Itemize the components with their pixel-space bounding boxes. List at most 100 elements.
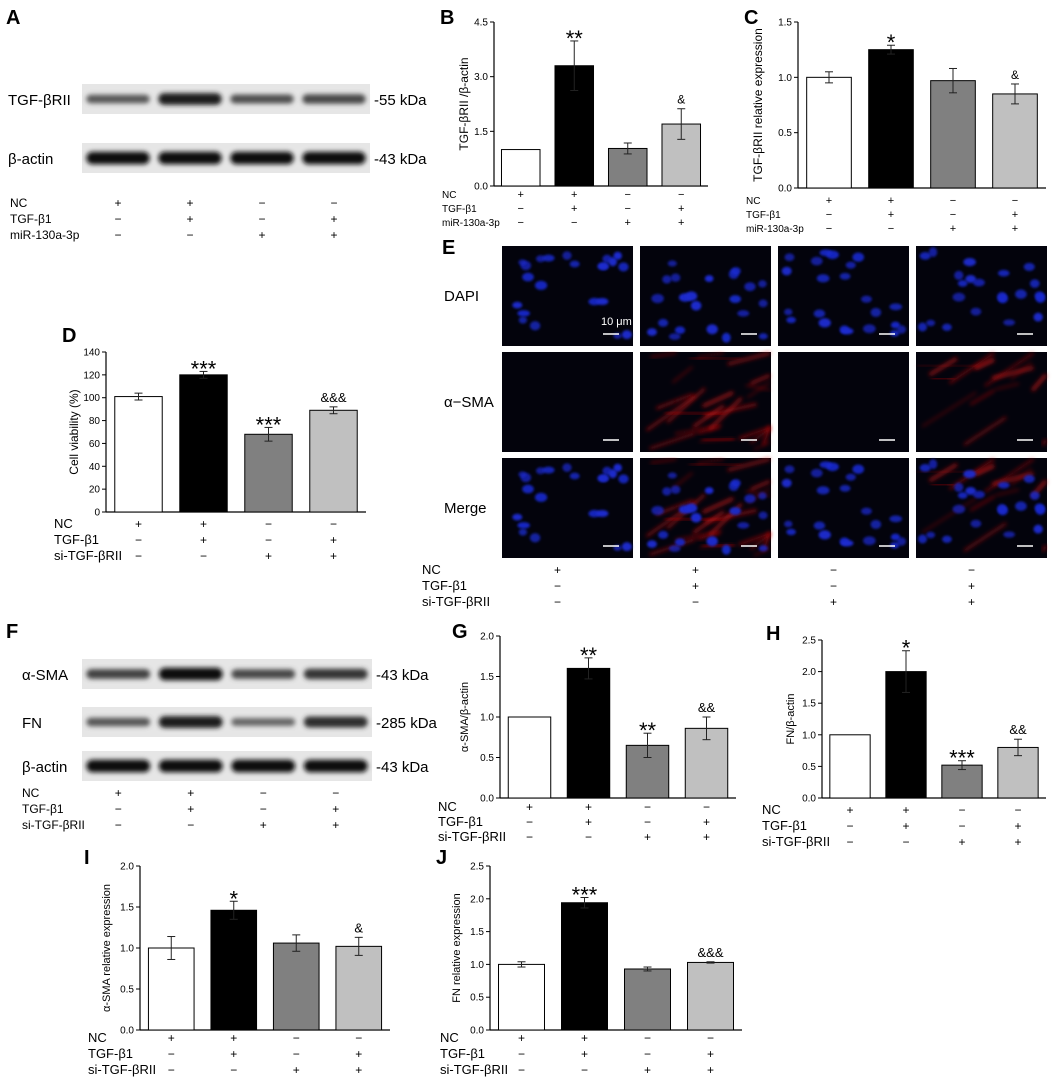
- condition-sign: −: [958, 803, 965, 817]
- significance-mark: &&&: [697, 945, 723, 960]
- nucleus: [997, 269, 1010, 277]
- nucleus: [658, 530, 669, 539]
- condition-sign: +: [200, 533, 207, 547]
- condition-sign: −: [526, 830, 533, 844]
- nucleus: [758, 545, 768, 552]
- blot-band: [86, 759, 151, 773]
- condition-label: TGF-β1: [88, 1046, 133, 1061]
- y-tick-label: 3.0: [474, 72, 488, 83]
- nucleus: [662, 487, 672, 496]
- panel-letter-e: E: [442, 237, 455, 259]
- y-tick-label: 1.5: [470, 927, 484, 938]
- nucleus: [889, 303, 903, 311]
- y-tick-label: 20: [89, 485, 101, 496]
- condition-sign: −: [692, 595, 699, 609]
- nucleus: [852, 252, 865, 262]
- nucleus: [596, 297, 609, 306]
- actin-fiber: [702, 391, 734, 408]
- nucleus: [890, 321, 901, 329]
- nucleus: [690, 512, 702, 523]
- condition-label: si-TGF-βRII: [438, 829, 506, 844]
- actin-fiber: [696, 352, 724, 359]
- condition-sign: −: [830, 579, 837, 593]
- condition-sign: −: [135, 533, 142, 547]
- bar: [829, 734, 871, 799]
- y-tick-label: 1.5: [802, 699, 816, 710]
- blot-band: [86, 151, 150, 165]
- condition-sign: −: [114, 212, 121, 226]
- bar-chart-j: 0.0 0.5 1.0 1.5 2.0 2.5 FN relative expression…: [440, 862, 742, 1077]
- actin-fiber: [692, 404, 725, 428]
- nucleus: [997, 503, 1007, 514]
- y-axis-label: Cell viability (%): [67, 389, 81, 474]
- condition-sign: +: [1012, 209, 1018, 221]
- bar: [806, 76, 852, 189]
- significance-mark: ***: [191, 356, 217, 381]
- bar-chart-i: 0.0 0.5 1.0 1.5 2.0 α-SMA relative expression…: [88, 862, 390, 1077]
- nucleus: [839, 272, 851, 280]
- condition-sign: −: [186, 228, 193, 242]
- nucleus: [518, 316, 528, 324]
- actin-fiber: [702, 497, 734, 514]
- nucleus: [534, 280, 548, 290]
- condition-sign: −: [830, 563, 837, 577]
- condition-sign: −: [355, 1031, 362, 1045]
- nucleus: [863, 536, 876, 546]
- nucleus: [816, 486, 830, 495]
- nucleus: [786, 316, 796, 324]
- y-tick-label: 1.0: [120, 944, 134, 955]
- y-axis-label: FN/β-actin: [785, 694, 797, 745]
- actin-fiber: [1041, 544, 1048, 552]
- condition-sign: +: [571, 189, 577, 201]
- condition-sign: +: [330, 549, 337, 563]
- nucleus: [706, 324, 718, 335]
- y-tick-label: 1.5: [480, 672, 494, 683]
- condition-sign: +: [186, 196, 193, 210]
- nucleus: [668, 545, 681, 552]
- condition-sign: +: [330, 212, 337, 226]
- condition-sign: +: [625, 217, 631, 229]
- blot-kda-label: -43 kDa: [376, 759, 429, 776]
- significance-mark: *: [229, 886, 238, 911]
- nucleus: [928, 247, 938, 258]
- nucleus: [613, 463, 622, 472]
- y-tick-label: 0.5: [120, 985, 134, 996]
- nucleus: [662, 275, 672, 284]
- bar: [210, 909, 258, 1031]
- actin-fiber: [928, 463, 958, 483]
- nucleus: [744, 282, 756, 292]
- actin-fiber: [692, 510, 725, 534]
- condition-sign: −: [115, 802, 122, 816]
- actin-fiber: [1010, 361, 1033, 380]
- nucleus: [597, 262, 609, 271]
- condition-label: NC: [88, 1030, 107, 1045]
- condition-sign: −: [115, 818, 122, 832]
- y-tick-label: 1.0: [778, 73, 792, 84]
- y-axis-label: TGF-βRII relative expression: [751, 28, 765, 182]
- condition-sign: −: [826, 209, 832, 221]
- nucleus: [518, 471, 527, 478]
- y-tick-label: 0: [94, 508, 100, 519]
- condition-sign: +: [830, 595, 837, 609]
- condition-sign: +: [707, 1063, 714, 1077]
- actin-fiber: [689, 463, 742, 467]
- nucleus: [889, 515, 903, 523]
- condition-sign: +: [958, 835, 965, 849]
- significance-mark: &&&: [320, 390, 346, 405]
- condition-sign: +: [571, 203, 577, 215]
- nucleus: [918, 534, 928, 544]
- nucleus: [919, 463, 931, 472]
- condition-sign: +: [518, 189, 524, 201]
- bar-chart-g: 0.00.51.01.52.0α-SMA/β-actin****&&NC + + − −…: [438, 632, 736, 844]
- condition-label: TGF-β1: [54, 532, 99, 547]
- nucleus: [810, 468, 823, 478]
- condition-label: TGF-β1: [762, 818, 807, 833]
- y-tick-label: 0.0: [480, 794, 494, 805]
- immunofluorescence-panel-e: DAPI α−SMA Merge 10 μm NC + + − − TGF-β1 − + − + si-TG…: [422, 246, 1048, 609]
- nucleus: [896, 325, 907, 334]
- nucleus: [658, 318, 669, 327]
- condition-sign: +: [258, 228, 265, 242]
- condition-sign: −: [950, 209, 956, 221]
- condition-sign: +: [902, 803, 909, 817]
- condition-label: NC: [746, 196, 760, 207]
